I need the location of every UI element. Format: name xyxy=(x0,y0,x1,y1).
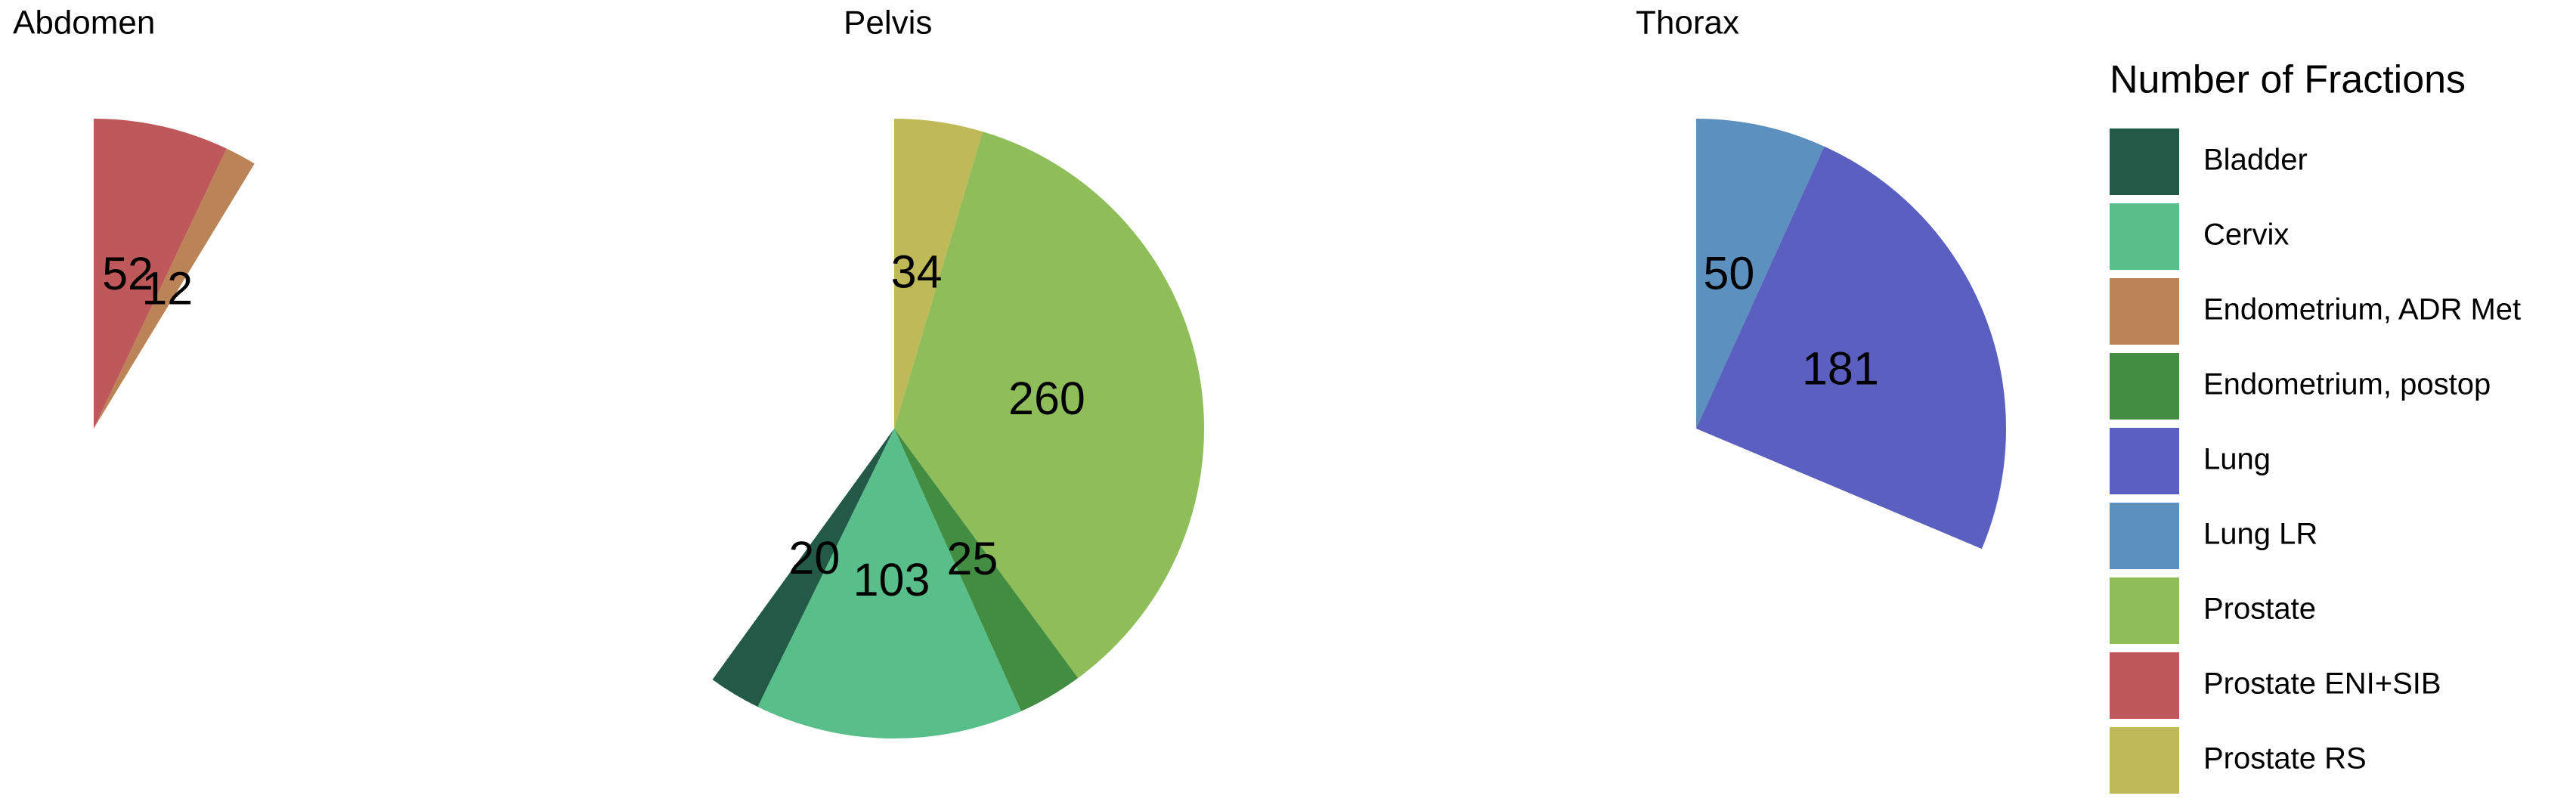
legend-label: Lung LR xyxy=(2203,518,2317,551)
slice-label: 260 xyxy=(1008,373,1085,424)
legend-key xyxy=(2110,353,2179,420)
slice-label: 103 xyxy=(853,554,930,605)
legend-label: Endometrium, postop xyxy=(2203,368,2491,401)
pie-slice xyxy=(757,429,1021,738)
pie-slice xyxy=(94,148,255,429)
legend-label: Prostate ENI+SIB xyxy=(2203,667,2441,701)
legend-key xyxy=(2110,128,2179,195)
slice-label: 20 xyxy=(788,532,840,584)
legend-label: Endometrium, ADR Met xyxy=(2203,293,2521,327)
pie-slice xyxy=(1696,119,1825,429)
pie-slice xyxy=(894,119,983,429)
legend-key xyxy=(2110,203,2179,270)
legend-key xyxy=(2110,727,2179,794)
facet-title: Pelvis xyxy=(844,5,932,42)
slice-label: 25 xyxy=(946,533,998,584)
legend-title: Number of Fractions xyxy=(2110,58,2466,102)
pie-slice xyxy=(1696,146,2007,550)
pie-slice xyxy=(894,132,1205,679)
legend-key xyxy=(2110,503,2179,569)
legend-label: Prostate xyxy=(2203,593,2316,626)
legend-label: Bladder xyxy=(2203,144,2308,177)
legend-key xyxy=(2110,577,2179,644)
legend-key xyxy=(2110,652,2179,719)
legend-label: Prostate RS xyxy=(2203,742,2367,776)
facet-title: Thorax xyxy=(1636,5,1739,42)
pie-slice xyxy=(94,119,227,429)
slice-label: 12 xyxy=(141,263,193,314)
legend-label: Cervix xyxy=(2203,218,2289,252)
legend-label: Lung xyxy=(2203,443,2271,476)
pie-slice xyxy=(712,429,894,707)
facet-title: Abdomen xyxy=(13,5,155,42)
slice-label: 50 xyxy=(1703,248,1754,299)
legend-key xyxy=(2110,428,2179,494)
slice-label: 52 xyxy=(102,248,153,299)
pie-slice xyxy=(894,429,1079,712)
slice-label: 181 xyxy=(1802,342,1879,394)
slice-label: 34 xyxy=(891,246,943,297)
legend-key xyxy=(2110,278,2179,345)
